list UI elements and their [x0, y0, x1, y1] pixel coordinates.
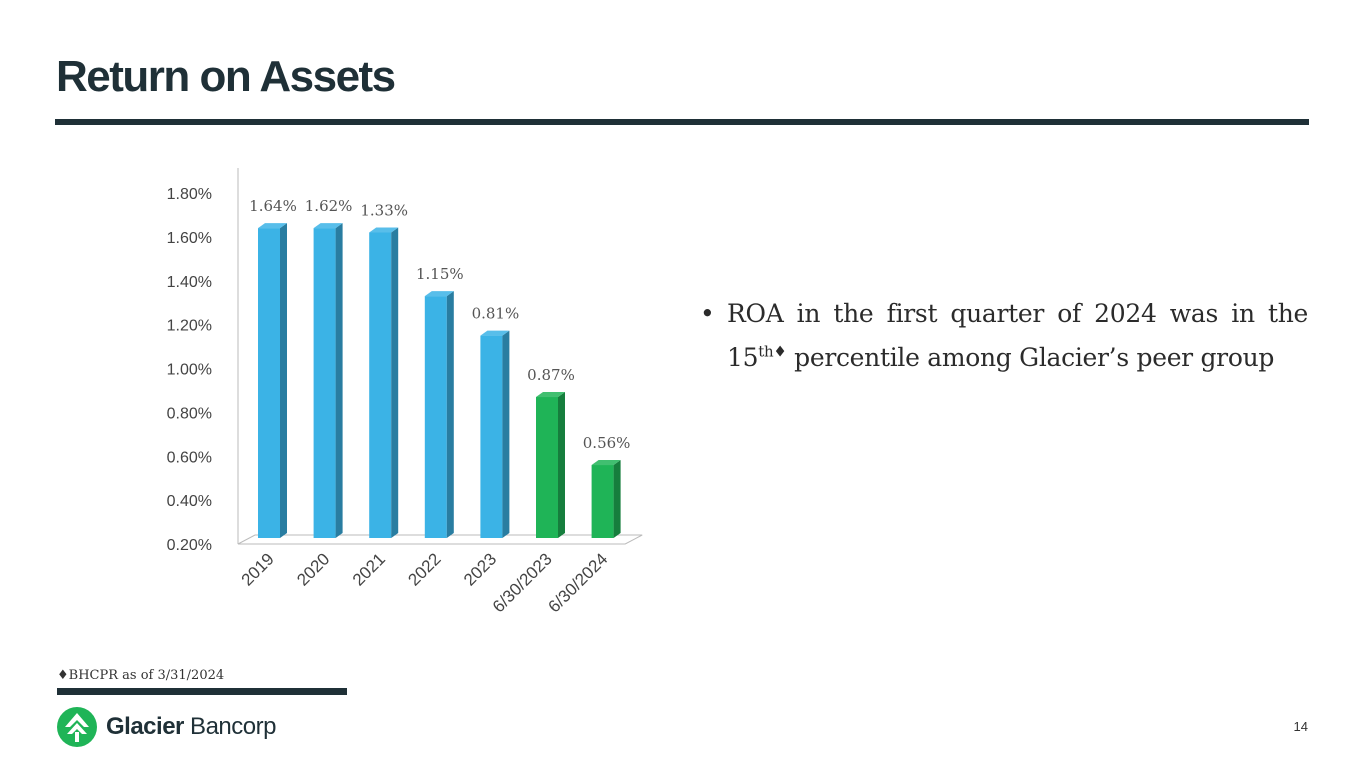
y-axis: 0.20% 0.40% 0.60% 0.80% 1.00% 1.20% 1.40% 1.60%… [167, 168, 239, 554]
bar-top [369, 227, 399, 233]
bar-front [369, 232, 392, 539]
y-tick-label: 0.40% [167, 493, 212, 510]
bar-front [591, 465, 614, 538]
bar-top [591, 460, 621, 466]
data-label: 1.64% [249, 197, 297, 215]
data-label: 0.56% [583, 434, 631, 452]
bar-2022 [424, 291, 454, 538]
bar-top [313, 223, 343, 229]
bar-6-30-2024 [591, 460, 621, 538]
bullet-marker: • [700, 299, 715, 328]
y-tick-label: 0.60% [167, 449, 212, 466]
bar-top [258, 223, 287, 229]
roa-bar-chart: 0.20% 0.40% 0.60% 0.80% 1.00% 1.20% 1.40% 1.60%… [167, 168, 643, 616]
bar-2019 [258, 223, 287, 538]
x-tick-label: 6/30/2023 [489, 549, 556, 616]
bullet-text-tail: percentile among Glacier’s peer group [786, 343, 1275, 372]
bar-front [536, 397, 558, 538]
data-label: 0.81% [472, 305, 520, 323]
bar-side [335, 223, 343, 538]
x-tick-label: 2023 [460, 549, 500, 589]
bar-2021 [369, 227, 399, 539]
bar-side [558, 392, 565, 538]
y-tick-label: 1.40% [167, 274, 212, 291]
x-tick-label: 6/30/2024 [545, 549, 612, 616]
y-tick-label: 0.20% [167, 537, 212, 554]
bar-front [480, 335, 503, 538]
logo-brand-light: Bancorp [183, 713, 276, 740]
company-logo: Glacier Bancorp [56, 706, 276, 748]
bar-side [502, 330, 510, 538]
ordinal-suffix: th [758, 342, 774, 361]
y-tick-label: 1.00% [167, 362, 212, 379]
title-underline [55, 119, 1309, 125]
x-tick-label: 2022 [404, 549, 444, 589]
data-label: 1.62% [305, 197, 353, 215]
footnote-diamond-icon: ♦ [773, 342, 787, 361]
data-label: 1.33% [360, 201, 408, 219]
data-label: 0.87% [527, 366, 575, 384]
y-tick-label: 0.80% [167, 405, 212, 422]
data-labels: 1.64% 1.62% 1.33% 1.15% 0.81% 0.87% 0.56% [249, 197, 630, 452]
bullet-text: ROA in the first quarter of 2024 was in … [727, 292, 1308, 380]
roa-bullet: • ROA in the first quarter of 2024 was i… [700, 292, 1308, 380]
bars [258, 223, 621, 539]
bar-top [536, 392, 565, 398]
glacier-tree-icon [57, 707, 97, 747]
bar-6-30-2023 [536, 392, 565, 538]
y-tick-label: 1.80% [167, 186, 212, 203]
data-label: 1.15% [416, 265, 464, 283]
bar-top [424, 291, 454, 297]
x-tick-label: 2020 [293, 549, 333, 589]
bar-front [313, 228, 336, 538]
bar-2020 [313, 223, 343, 538]
bar-2023 [480, 330, 510, 538]
footnote: ♦BHCPR as of 3/31/2024 [57, 668, 225, 683]
bar-top [480, 330, 510, 336]
slide-title: Return on Assets [56, 52, 396, 101]
bullet-text-main: ROA in the first quarter of 2024 was in … [727, 299, 1308, 372]
footnote-rule [57, 688, 347, 695]
bar-side [280, 223, 287, 538]
bar-side [613, 460, 621, 538]
x-tick-label: 2019 [238, 549, 278, 589]
page-number: 14 [1293, 719, 1308, 734]
bar-side [446, 291, 454, 538]
bar-side [391, 227, 399, 539]
y-tick-label: 1.20% [167, 318, 212, 335]
y-tick-label: 1.60% [167, 230, 212, 247]
logo-wordmark: Glacier Bancorp [106, 713, 276, 741]
bar-front [258, 228, 280, 538]
bar-front [424, 296, 447, 538]
x-tick-label: 2021 [349, 549, 389, 589]
logo-brand-bold: Glacier [106, 713, 184, 740]
